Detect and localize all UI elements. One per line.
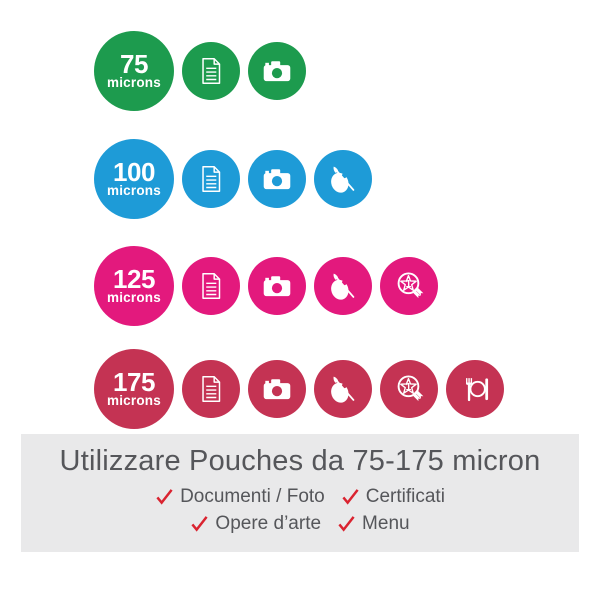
micron-value: 175: [113, 366, 155, 397]
micron-badge-125: 125 microns: [94, 246, 174, 326]
check-item-certificati: Certificati: [341, 487, 445, 506]
checkmark-icon: [156, 489, 173, 505]
row-175-microns: 175 microns: [94, 349, 504, 429]
certificate-award-icon: 1: [380, 360, 438, 418]
row-125-microns: 125 microns: [94, 246, 438, 326]
micron-unit: microns: [107, 75, 161, 91]
document-icon: [182, 257, 240, 315]
row-75-microns: 75 microns: [94, 31, 306, 111]
micron-unit: microns: [107, 393, 161, 409]
micron-badge-175: 175 microns: [94, 349, 174, 429]
check-label: Menu: [362, 513, 410, 534]
check-line-1: Documenti / Foto Certificati: [155, 487, 445, 506]
micron-value: 75: [120, 48, 148, 79]
footer-headline: Utilizzare Pouches da 75-175 micron: [59, 445, 541, 477]
check-item-documenti-foto: Documenti / Foto: [155, 487, 325, 506]
footer-bar: Utilizzare Pouches da 75-175 micron Docu…: [21, 434, 579, 552]
art-palette-icon: [314, 360, 372, 418]
document-icon: [182, 360, 240, 418]
menu-cutlery-icon: [446, 360, 504, 418]
camera-icon: [248, 360, 306, 418]
micron-value: 100: [113, 156, 155, 187]
micron-value: 125: [113, 263, 155, 294]
certificate-award-icon: 1: [380, 257, 438, 315]
checkmark-icon: [191, 516, 209, 532]
check-label: Certificati: [365, 486, 445, 507]
document-icon: [182, 150, 240, 208]
camera-icon: [248, 257, 306, 315]
micron-unit: microns: [107, 290, 161, 306]
award-number: 1: [406, 279, 412, 290]
art-palette-icon: [314, 150, 372, 208]
micron-badge-75: 75 microns: [94, 31, 174, 111]
check-label: Documenti / Foto: [180, 486, 325, 507]
check-line-2: Opere d’arte Menu: [190, 514, 410, 533]
micron-badge-100: 100 microns: [94, 139, 174, 219]
camera-icon: [248, 150, 306, 208]
document-icon: [182, 42, 240, 100]
micron-unit: microns: [107, 183, 161, 199]
award-number: 1: [406, 382, 412, 393]
checkmark-icon: [338, 516, 355, 532]
camera-icon: [248, 42, 306, 100]
row-100-microns: 100 microns: [94, 139, 372, 219]
check-item-menu: Menu: [337, 514, 410, 533]
art-palette-icon: [314, 257, 372, 315]
check-item-opere-darte: Opere d’arte: [190, 514, 321, 533]
checkmark-icon: [342, 489, 359, 505]
check-label: Opere d’arte: [215, 513, 322, 534]
